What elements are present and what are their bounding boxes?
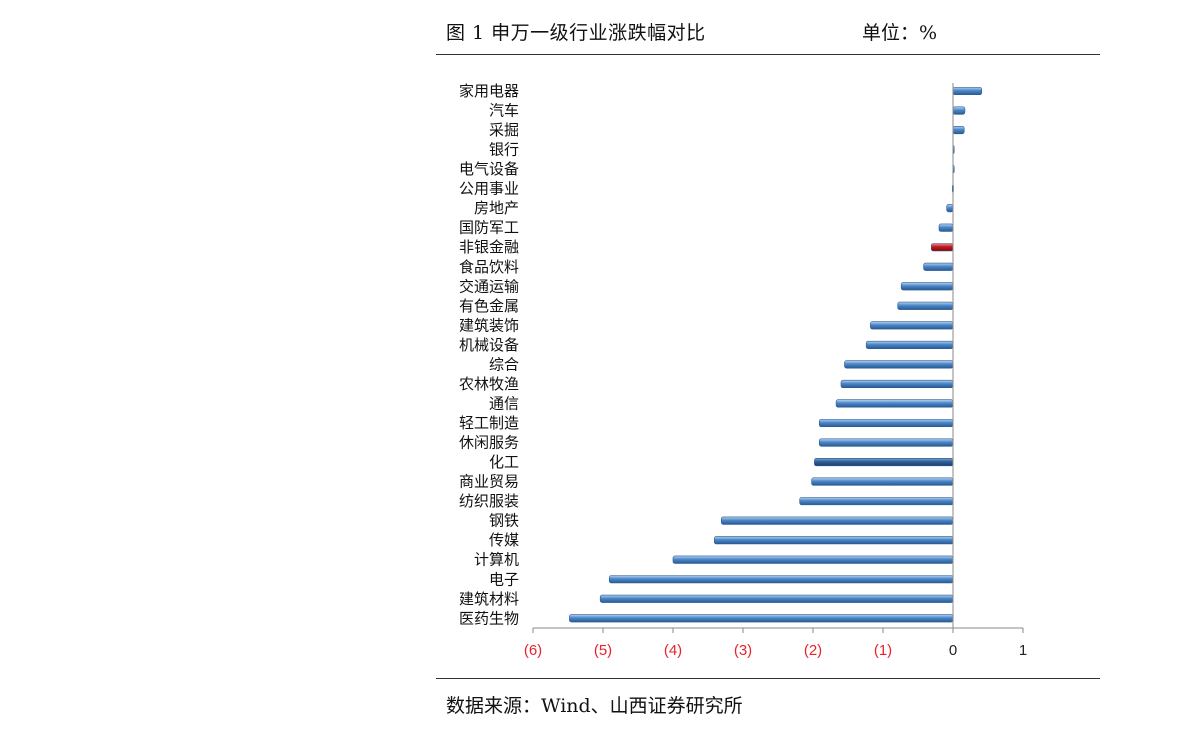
category-label: 轻工制造 bbox=[459, 414, 519, 432]
bar-1 bbox=[952, 86, 983, 96]
bar-9 bbox=[930, 243, 954, 252]
category-label: 银行 bbox=[489, 141, 519, 159]
x-tick-label: 1 bbox=[1019, 642, 1027, 659]
category-label: 传媒 bbox=[489, 531, 519, 549]
x-tick-label: (1) bbox=[874, 642, 892, 659]
category-label: 商业贸易 bbox=[459, 473, 519, 491]
bar-28 bbox=[569, 614, 954, 623]
category-label: 休闲服务 bbox=[459, 434, 519, 452]
x-tick-label: (3) bbox=[734, 642, 752, 659]
category-label: 家用电器 bbox=[459, 82, 519, 100]
category-label: 医药生物 bbox=[459, 609, 519, 627]
bar-7 bbox=[946, 204, 954, 213]
bar-3 bbox=[952, 126, 965, 135]
bar-20 bbox=[814, 458, 954, 467]
category-label: 计算机 bbox=[474, 551, 519, 569]
category-label: 建筑装饰 bbox=[459, 316, 519, 334]
bar-12 bbox=[897, 301, 954, 310]
x-tick-label: (4) bbox=[664, 642, 682, 659]
category-label: 纺织服装 bbox=[459, 492, 519, 510]
category-label: 农林牧渔 bbox=[459, 375, 519, 393]
bar-19 bbox=[818, 438, 954, 447]
category-label: 电气设备 bbox=[459, 160, 519, 178]
bar-21 bbox=[811, 477, 954, 486]
category-label: 化工 bbox=[489, 453, 519, 471]
bar-22 bbox=[799, 497, 954, 506]
category-label: 综合 bbox=[489, 355, 519, 373]
bar-13 bbox=[870, 321, 954, 330]
bar-23 bbox=[720, 516, 954, 525]
figure-header: 图 1 申万一级行业涨跌幅对比 单位：% bbox=[436, 0, 1100, 55]
bar-24 bbox=[713, 536, 954, 545]
bar-16 bbox=[840, 379, 954, 389]
category-label: 建筑材料 bbox=[459, 590, 519, 608]
category-label: 房地产 bbox=[474, 199, 519, 217]
data-source: 数据来源：Wind、山西证券研究所 bbox=[446, 695, 743, 717]
category-label: 机械设备 bbox=[459, 336, 519, 354]
bar-14 bbox=[865, 340, 954, 349]
bar-10 bbox=[923, 262, 954, 271]
category-label: 国防军工 bbox=[459, 219, 519, 237]
category-label: 通信 bbox=[489, 394, 519, 412]
x-tick-label: 0 bbox=[949, 642, 957, 659]
unit-label: 单位：% bbox=[862, 22, 938, 44]
figure-title: 图 1 申万一级行业涨跌幅对比 bbox=[446, 22, 706, 44]
bar-26 bbox=[608, 575, 954, 584]
category-label: 钢铁 bbox=[489, 512, 519, 530]
bar-18 bbox=[818, 418, 954, 428]
category-label: 公用事业 bbox=[459, 180, 519, 198]
category-label: 食品饮料 bbox=[459, 258, 519, 276]
category-label: 交通运输 bbox=[459, 277, 519, 295]
x-tick-label: (2) bbox=[804, 642, 822, 659]
x-tick-label: (6) bbox=[524, 642, 542, 659]
footer-divider bbox=[436, 678, 1100, 679]
bar-11 bbox=[900, 282, 954, 291]
bar-27 bbox=[599, 594, 954, 603]
bar-25 bbox=[672, 555, 954, 564]
category-label: 电子 bbox=[489, 570, 519, 588]
bar-15 bbox=[844, 360, 954, 369]
bar-2 bbox=[952, 106, 966, 115]
category-label: 非银金融 bbox=[459, 238, 519, 256]
category-label: 采掘 bbox=[489, 121, 519, 139]
bar-17 bbox=[835, 399, 954, 408]
category-label: 汽车 bbox=[489, 102, 519, 120]
x-tick-label: (5) bbox=[594, 642, 612, 659]
bar-8 bbox=[938, 223, 954, 232]
category-label: 有色金属 bbox=[459, 297, 519, 315]
